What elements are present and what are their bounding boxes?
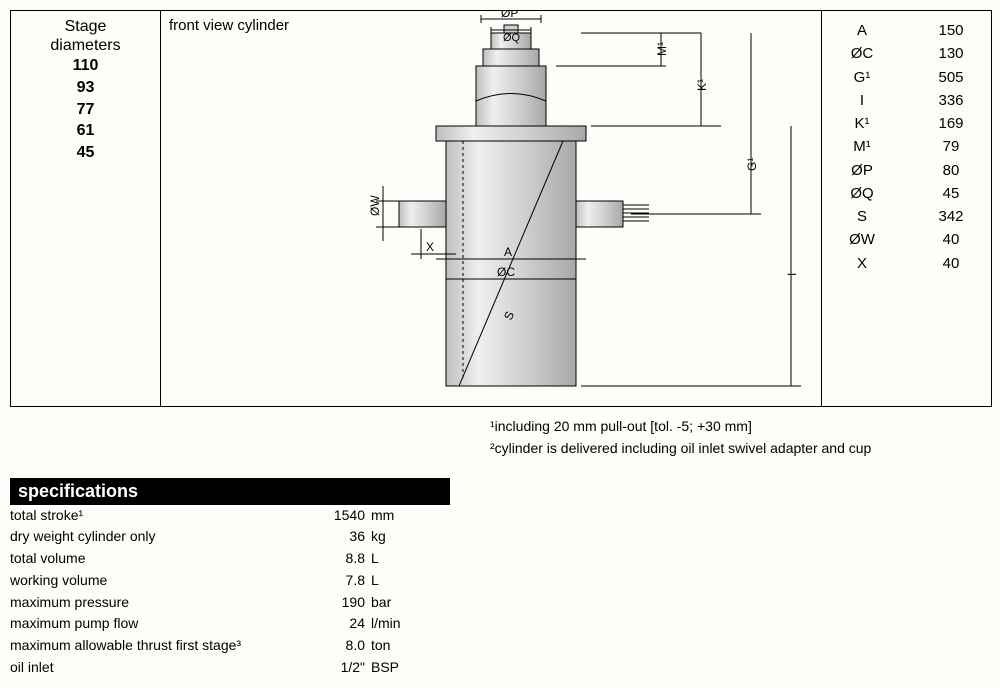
dim-row: G¹505 (832, 66, 981, 89)
stage-value: 45 (11, 142, 160, 164)
footnote-2: ²cylinder is delivered including oil inl… (490, 437, 990, 459)
dim-label-m1: M¹ (655, 42, 669, 56)
footnote-1: ¹including 20 mm pull-out [tol. -5; +30 … (490, 415, 990, 437)
dim-row: S342 (832, 205, 981, 228)
dim-row: ØP80 (832, 159, 981, 182)
specifications-header: specifications (10, 478, 450, 505)
spec-row: total volume8.8L (10, 548, 450, 570)
spec-row: total stroke¹1540mm (10, 505, 450, 527)
dim-row: M¹79 (832, 135, 981, 158)
specifications-table: specifications total stroke¹1540mm dry w… (10, 478, 450, 679)
dim-label-oc: ØC (497, 265, 515, 279)
spec-row: maximum pressure190bar (10, 592, 450, 614)
dim-label-g1: G¹ (745, 158, 759, 171)
dim-label-k1: K¹ (695, 79, 709, 91)
stage-value: 93 (11, 77, 160, 99)
dim-label-oq: ØQ (503, 32, 521, 44)
dim-row: A150 (832, 19, 981, 42)
spec-row: maximum pump flow24l/min (10, 613, 450, 635)
stage-value: 110 (11, 55, 160, 77)
dim-row: I336 (832, 89, 981, 112)
footnotes: ¹including 20 mm pull-out [tol. -5; +30 … (490, 415, 990, 460)
dim-row: ØQ45 (832, 182, 981, 205)
stage-diameters-column: Stage diameters 110 93 77 61 45 (11, 11, 161, 406)
dim-label-i: I (785, 273, 799, 276)
dim-label-ow: ØW (368, 195, 382, 216)
dimensions-column: A150 ØC130 G¹505 I336 K¹169 M¹79 ØP80 ØQ… (822, 11, 991, 406)
dim-label-a: A (504, 245, 512, 259)
drawing-column: front view cylinder (161, 11, 822, 406)
dim-label-x: X (426, 240, 434, 254)
dim-label-op: ØP (501, 11, 518, 20)
spec-row: maximum allowable thrust first stage³8.0… (10, 635, 450, 657)
spec-row: oil inlet1/2"BSP (10, 657, 450, 679)
cylinder-drawing: ØP ØQ (161, 11, 821, 404)
dim-row: X40 (832, 252, 981, 275)
stage-value: 77 (11, 99, 160, 121)
stage-header-2: diameters (11, 36, 160, 55)
spec-row: working volume7.8L (10, 570, 450, 592)
stage-header-1: Stage (11, 17, 160, 36)
stage-value: 61 (11, 120, 160, 142)
spec-row: dry weight cylinder only36kg (10, 526, 450, 548)
dim-row: K¹169 (832, 112, 981, 135)
dim-row: ØC130 (832, 42, 981, 65)
drawing-caption: front view cylinder (169, 17, 289, 34)
top-table: Stage diameters 110 93 77 61 45 front vi… (10, 10, 992, 407)
dim-row: ØW40 (832, 228, 981, 251)
